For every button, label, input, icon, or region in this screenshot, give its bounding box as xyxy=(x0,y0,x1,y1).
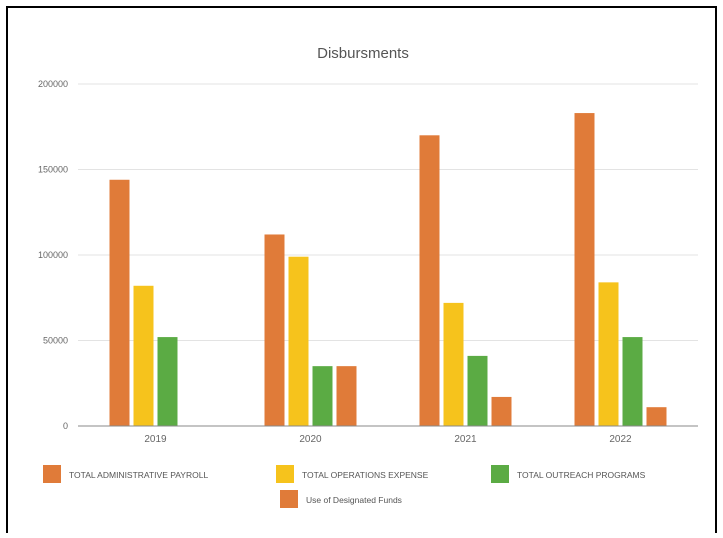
chart-frame: Disbursments 0 50000 100000 150000 200000 20… xyxy=(6,6,717,533)
bar xyxy=(492,397,512,426)
x-tick-label: 2021 xyxy=(454,434,477,445)
bar xyxy=(265,234,285,426)
y-tick-label: 50000 xyxy=(43,336,68,346)
bar xyxy=(158,337,178,426)
x-tick-label: 2019 xyxy=(144,434,167,445)
bar xyxy=(575,113,595,426)
disbursements-chart: Disbursments 0 50000 100000 150000 200000 20… xyxy=(8,8,715,533)
y-tick-label: 200000 xyxy=(38,79,68,89)
bar xyxy=(444,303,464,426)
legend-label: Use of Designated Funds xyxy=(306,495,402,505)
y-axis-ticks: 0 50000 100000 150000 200000 xyxy=(38,79,68,431)
legend-swatch xyxy=(43,465,61,483)
bars xyxy=(110,113,667,426)
y-tick-label: 100000 xyxy=(38,250,68,260)
bar xyxy=(313,366,333,426)
chart-title: Disbursments xyxy=(317,45,409,62)
y-tick-label: 150000 xyxy=(38,165,68,175)
legend-label: TOTAL OUTREACH PROGRAMS xyxy=(517,470,646,480)
legend-swatch xyxy=(276,465,294,483)
legend-label: TOTAL OPERATIONS EXPENSE xyxy=(302,470,429,480)
y-tick-label: 0 xyxy=(63,421,68,431)
x-tick-label: 2020 xyxy=(299,434,322,445)
legend: TOTAL ADMINISTRATIVE PAYROLL TOTAL OPERAT… xyxy=(43,465,646,508)
bar xyxy=(337,366,357,426)
bar xyxy=(110,180,130,426)
bar xyxy=(468,356,488,426)
bar xyxy=(599,282,619,426)
legend-swatch xyxy=(280,490,298,508)
bar xyxy=(623,337,643,426)
legend-swatch xyxy=(491,465,509,483)
bar xyxy=(289,257,309,426)
x-axis-ticks: 2019 2020 2021 2022 xyxy=(144,434,632,445)
bar xyxy=(420,135,440,426)
bar xyxy=(647,407,667,426)
bar xyxy=(134,286,154,426)
x-tick-label: 2022 xyxy=(609,434,632,445)
legend-label: TOTAL ADMINISTRATIVE PAYROLL xyxy=(69,470,208,480)
